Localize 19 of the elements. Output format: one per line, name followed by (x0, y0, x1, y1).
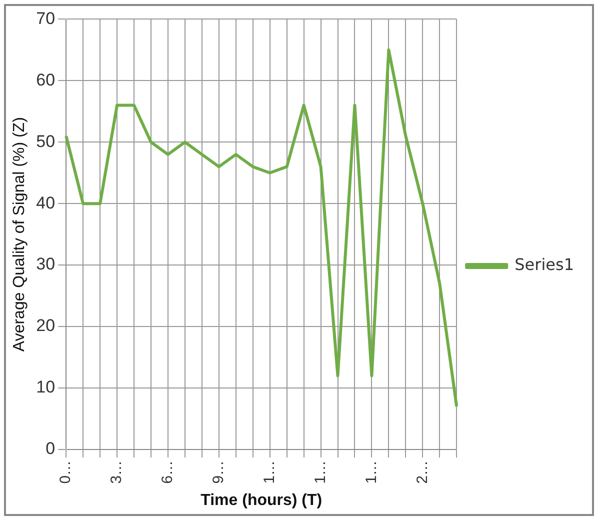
y-tick-label: 20 (36, 316, 56, 336)
y-tick-label: 30 (36, 254, 56, 274)
y-tick-label: 40 (36, 193, 56, 212)
x-tick-label: 0… (57, 460, 74, 484)
x-tick-label: 6… (159, 460, 176, 484)
y-tick-label: 60 (36, 70, 56, 90)
x-tick-label: 2… (414, 460, 431, 484)
x-axis-title: Time (hours) (T) (200, 492, 322, 509)
y-tick-label: 0 (46, 439, 56, 458)
x-tick-label: 1… (362, 460, 380, 484)
x-tick-label: 3… (108, 460, 126, 484)
legend-label: Series1 (514, 255, 574, 274)
x-tick-label: 1… (312, 460, 329, 484)
y-tick-label: 50 (36, 132, 56, 151)
x-tick-label: 9… (210, 460, 228, 484)
y-tick-label: 70 (36, 8, 56, 28)
y-axis-title: Average Quality of Signal (%) (Z) (11, 117, 28, 352)
y-tick-label: 10 (36, 378, 56, 397)
x-tick-label: 1… (260, 460, 278, 484)
